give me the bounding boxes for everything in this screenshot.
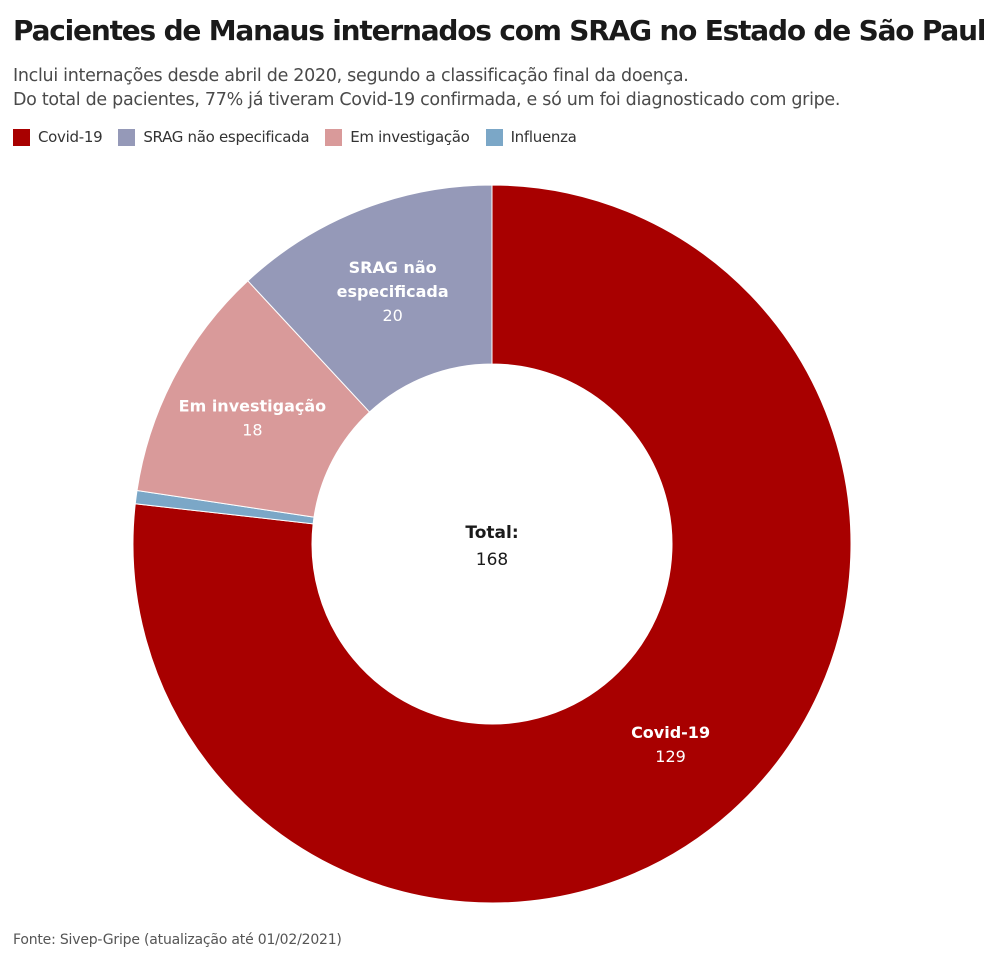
legend-item-influenza: Influenza [485,128,577,146]
slice-label-name: Covid-19 [631,723,710,742]
slice-srag-nao-especificada [247,184,493,413]
slice-em-investigacao [136,280,371,518]
subtitle-line-1: Inclui internações desde abril de 2020, … [13,66,689,86]
legend-swatch-influenza [485,128,503,146]
legend-swatch-investigacao [325,128,343,146]
slice-label-value: 18 [242,420,262,439]
legend-swatch-srag [118,128,136,146]
slice-label-name: SRAG não [349,258,437,277]
legend-label-investigacao: Em investigação [350,128,470,146]
legend-item-srag: SRAG não especificada [118,128,310,146]
center-total-value: 168 [476,550,508,570]
legend-label-covid: Covid-19 [38,128,103,146]
chart-subtitle: Inclui internações desde abril de 2020, … [13,64,973,112]
slice-label-value: 129 [655,747,686,766]
legend-item-covid: Covid-19 [13,128,103,146]
legend-item-investigacao: Em investigação [325,128,470,146]
subtitle-line-2: Do total de pacientes, 77% já tiveram Co… [13,90,841,110]
slice-label-em-investigacao: Em investigação 18 [179,396,327,439]
chart-title: Pacientes de Manaus internados com SRAG … [13,14,984,47]
slice-label-covid-19: Covid-19 129 [631,723,710,766]
legend: Covid-19 SRAG não especificada Em invest… [13,128,593,146]
center-total-label: Total: [465,523,518,543]
slice-label-srag-nao-especificada: SRAG não especificada 20 [337,258,449,325]
source-note: Fonte: Sivep-Gripe (atualização até 01/0… [13,932,342,948]
slice-label-value: 20 [382,306,402,325]
slice-covid-19 [132,184,852,904]
slice-label-name: Em investigação [179,396,327,415]
legend-label-srag: SRAG não especificada [143,128,310,146]
legend-label-influenza: Influenza [510,128,577,146]
legend-swatch-covid [13,128,30,146]
slice-label-name: especificada [337,282,449,301]
